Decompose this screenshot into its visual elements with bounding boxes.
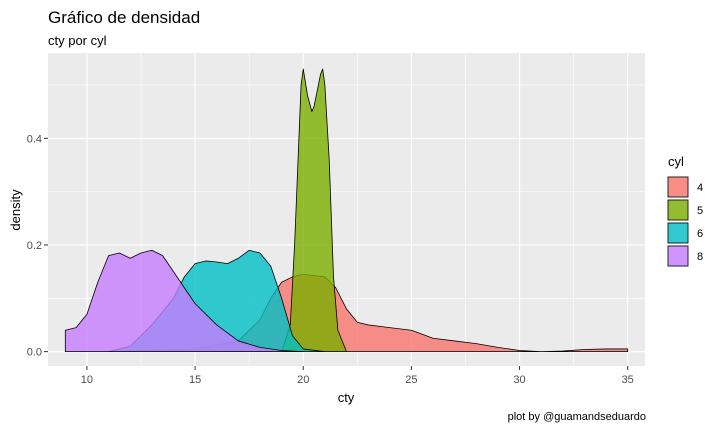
legend-key-cyl-5 xyxy=(667,199,689,221)
legend: cyl 4 5 6 8 xyxy=(667,154,703,267)
legend-label-cyl-8: 8 xyxy=(697,251,703,263)
x-axis-title: cty xyxy=(338,390,355,405)
y-tick-label: 0.4 xyxy=(27,133,42,145)
y-tick-label: 0.2 xyxy=(27,240,42,252)
legend-key-cyl-4 xyxy=(667,176,689,198)
x-tick-label: 10 xyxy=(81,374,93,386)
chart-title: Gráfico de densidad xyxy=(48,8,200,27)
density-area-cyl-5 xyxy=(281,68,347,352)
legend-label-cyl-6: 6 xyxy=(697,228,703,240)
x-tick-label: 15 xyxy=(189,374,201,386)
legend-key-cyl-8 xyxy=(667,245,689,267)
y-tick-label: 0.0 xyxy=(27,347,42,359)
x-tick-label: 20 xyxy=(297,374,309,386)
legend-label-cyl-5: 5 xyxy=(697,205,703,217)
x-tick-label: 35 xyxy=(622,374,634,386)
legend-title: cyl xyxy=(668,154,684,169)
axes: 10 15 20 25 30 35 0.0 0.2 0.4 xyxy=(27,133,634,386)
density-area-cyl-8 xyxy=(64,249,304,352)
chart-subtitle: cty por cyl xyxy=(48,33,107,48)
x-tick-label: 25 xyxy=(405,374,417,386)
caption: plot by @guamandseduardo xyxy=(508,411,646,423)
legend-label-cyl-4: 4 xyxy=(697,182,703,194)
legend-key-cyl-6 xyxy=(667,222,689,244)
y-axis-title: density xyxy=(8,189,23,231)
density-areas xyxy=(64,68,629,352)
x-tick-label: 30 xyxy=(513,374,525,386)
